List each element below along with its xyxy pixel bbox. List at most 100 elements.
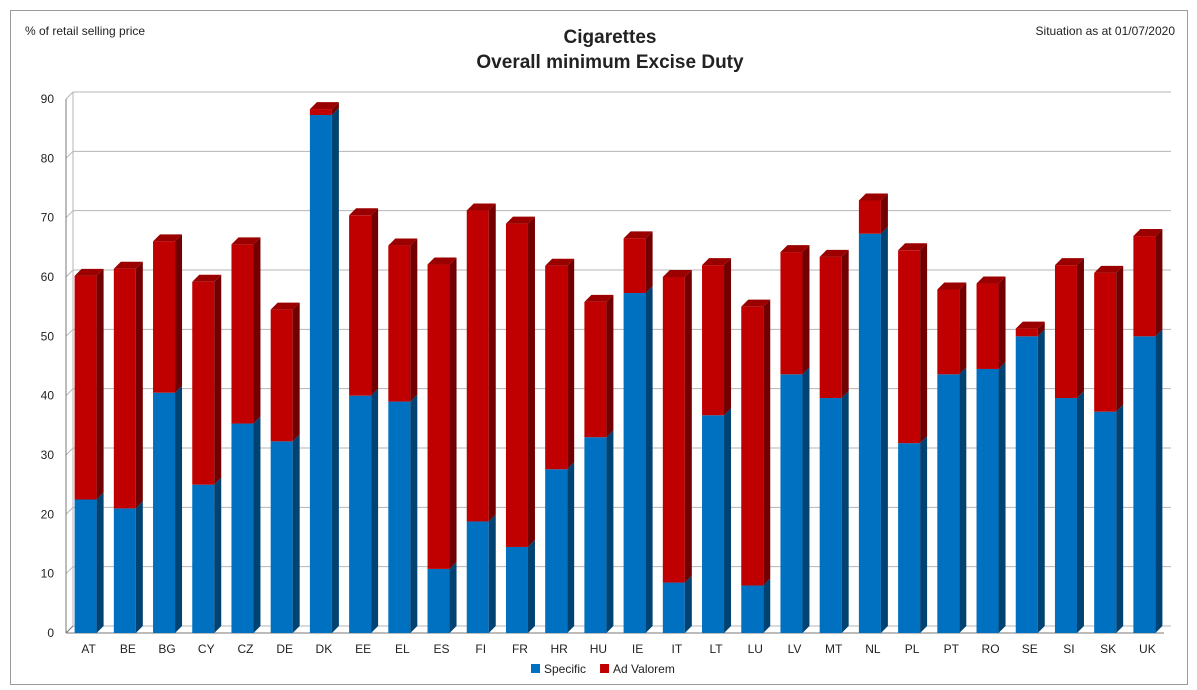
x-tick-label: FR (512, 642, 528, 656)
x-tick-label: PL (905, 642, 920, 656)
bar-ad-valorem (819, 256, 842, 399)
gridline-edge (65, 388, 74, 397)
bar-specific (623, 293, 646, 633)
bar-side (606, 430, 614, 633)
y-tick-label: 80 (41, 151, 55, 165)
bar-ad-valorem (74, 275, 97, 500)
bar-side (645, 231, 653, 294)
bar-specific (937, 374, 960, 633)
bar-ad-valorem (662, 277, 685, 583)
bar-side (1076, 391, 1084, 633)
y-tick-label: 0 (47, 626, 54, 640)
bar-ad-valorem (545, 265, 568, 470)
bar-top (584, 294, 614, 302)
bar-specific (1015, 336, 1038, 633)
bar-top (505, 216, 535, 224)
bar-side (1155, 229, 1163, 337)
bar-specific (466, 521, 489, 633)
bar-side (998, 361, 1006, 633)
x-tick-labels: AT BE BG CY CZ DE DK EE EL ES FI FR HR HU IE IT LT LU LV MT… (81, 642, 1155, 656)
gridline-edge (65, 269, 74, 278)
bar-side (527, 539, 535, 633)
bar-top (192, 274, 222, 282)
bar-side (959, 282, 967, 375)
legend-swatch (531, 664, 540, 673)
bar-ad-valorem (309, 109, 332, 116)
bar-side (175, 385, 183, 633)
x-tick-label: AT (81, 642, 96, 656)
bar-top (780, 245, 810, 253)
bar-ad-valorem (231, 244, 254, 424)
bar-top (545, 258, 575, 266)
bar-specific (780, 374, 803, 633)
bar-ad-valorem (466, 210, 489, 522)
bar-side (527, 216, 535, 547)
bar-specific (819, 398, 842, 633)
gridline-edge (65, 506, 74, 515)
bar-side (292, 434, 300, 633)
chart-svg: % of retail selling price Situation as a… (25, 24, 1175, 676)
bar-side (567, 462, 575, 633)
x-tick-label: CY (198, 642, 215, 656)
bar-specific (545, 469, 568, 633)
bar-top (741, 299, 771, 307)
bar-side (410, 238, 418, 402)
bar-top (937, 282, 967, 290)
bar-side (841, 249, 849, 399)
bar-ad-valorem (702, 265, 725, 416)
x-tick-label: HU (590, 642, 607, 656)
bars (74, 102, 1163, 634)
bar-top (113, 261, 143, 269)
x-tick-label: SE (1022, 642, 1038, 656)
bar-side (1116, 265, 1124, 412)
bar-ad-valorem (1133, 236, 1156, 337)
bar-side (606, 294, 614, 438)
x-tick-label: EL (395, 642, 410, 656)
bar-top (349, 208, 379, 216)
bar-top (1133, 229, 1163, 237)
bar-specific (976, 368, 999, 633)
legend: Specific Ad Valorem (531, 662, 675, 676)
bar-side (645, 286, 653, 633)
bar-ad-valorem (427, 264, 450, 569)
bar-side (802, 367, 810, 633)
bar-side (998, 276, 1006, 369)
y-tick-label: 90 (41, 92, 55, 106)
bar-side (253, 416, 261, 633)
bar-specific (388, 401, 411, 633)
bar-ad-valorem (192, 281, 215, 485)
x-tick-label: IE (632, 642, 643, 656)
gridline-edge (65, 210, 74, 219)
x-tick-label: FI (475, 642, 486, 656)
bar-side (1037, 321, 1045, 337)
bar-side (292, 302, 300, 442)
bar-specific (741, 585, 764, 633)
x-tick-label: SI (1063, 642, 1074, 656)
bar-top (819, 249, 849, 257)
bar-top (270, 302, 300, 310)
chart-subtitle: Overall minimum Excise Duty (476, 52, 744, 73)
bar-specific (309, 115, 332, 633)
bar-ad-valorem (153, 241, 176, 393)
bar-side (724, 258, 732, 416)
bar-side (763, 299, 771, 586)
bar-top (662, 270, 692, 277)
x-tick-label: NL (865, 642, 881, 656)
x-tick-label: DE (276, 642, 293, 656)
bar-ad-valorem (113, 268, 136, 509)
bar-ad-valorem (270, 309, 293, 442)
bar-specific (349, 395, 372, 633)
gridline-edge (65, 91, 74, 100)
bar-top (976, 276, 1006, 284)
x-tick-label: ES (434, 642, 450, 656)
bar-ad-valorem (623, 238, 646, 294)
bar-ad-valorem (1015, 328, 1038, 337)
bar-ad-valorem (1094, 272, 1117, 412)
y-tick-label: 20 (41, 507, 55, 521)
bar-side (959, 367, 967, 633)
x-tick-label: IT (671, 642, 682, 656)
bar-specific (898, 443, 921, 633)
bar-ad-valorem (388, 245, 411, 402)
bar-specific (113, 508, 136, 633)
floor-edge (65, 625, 74, 634)
